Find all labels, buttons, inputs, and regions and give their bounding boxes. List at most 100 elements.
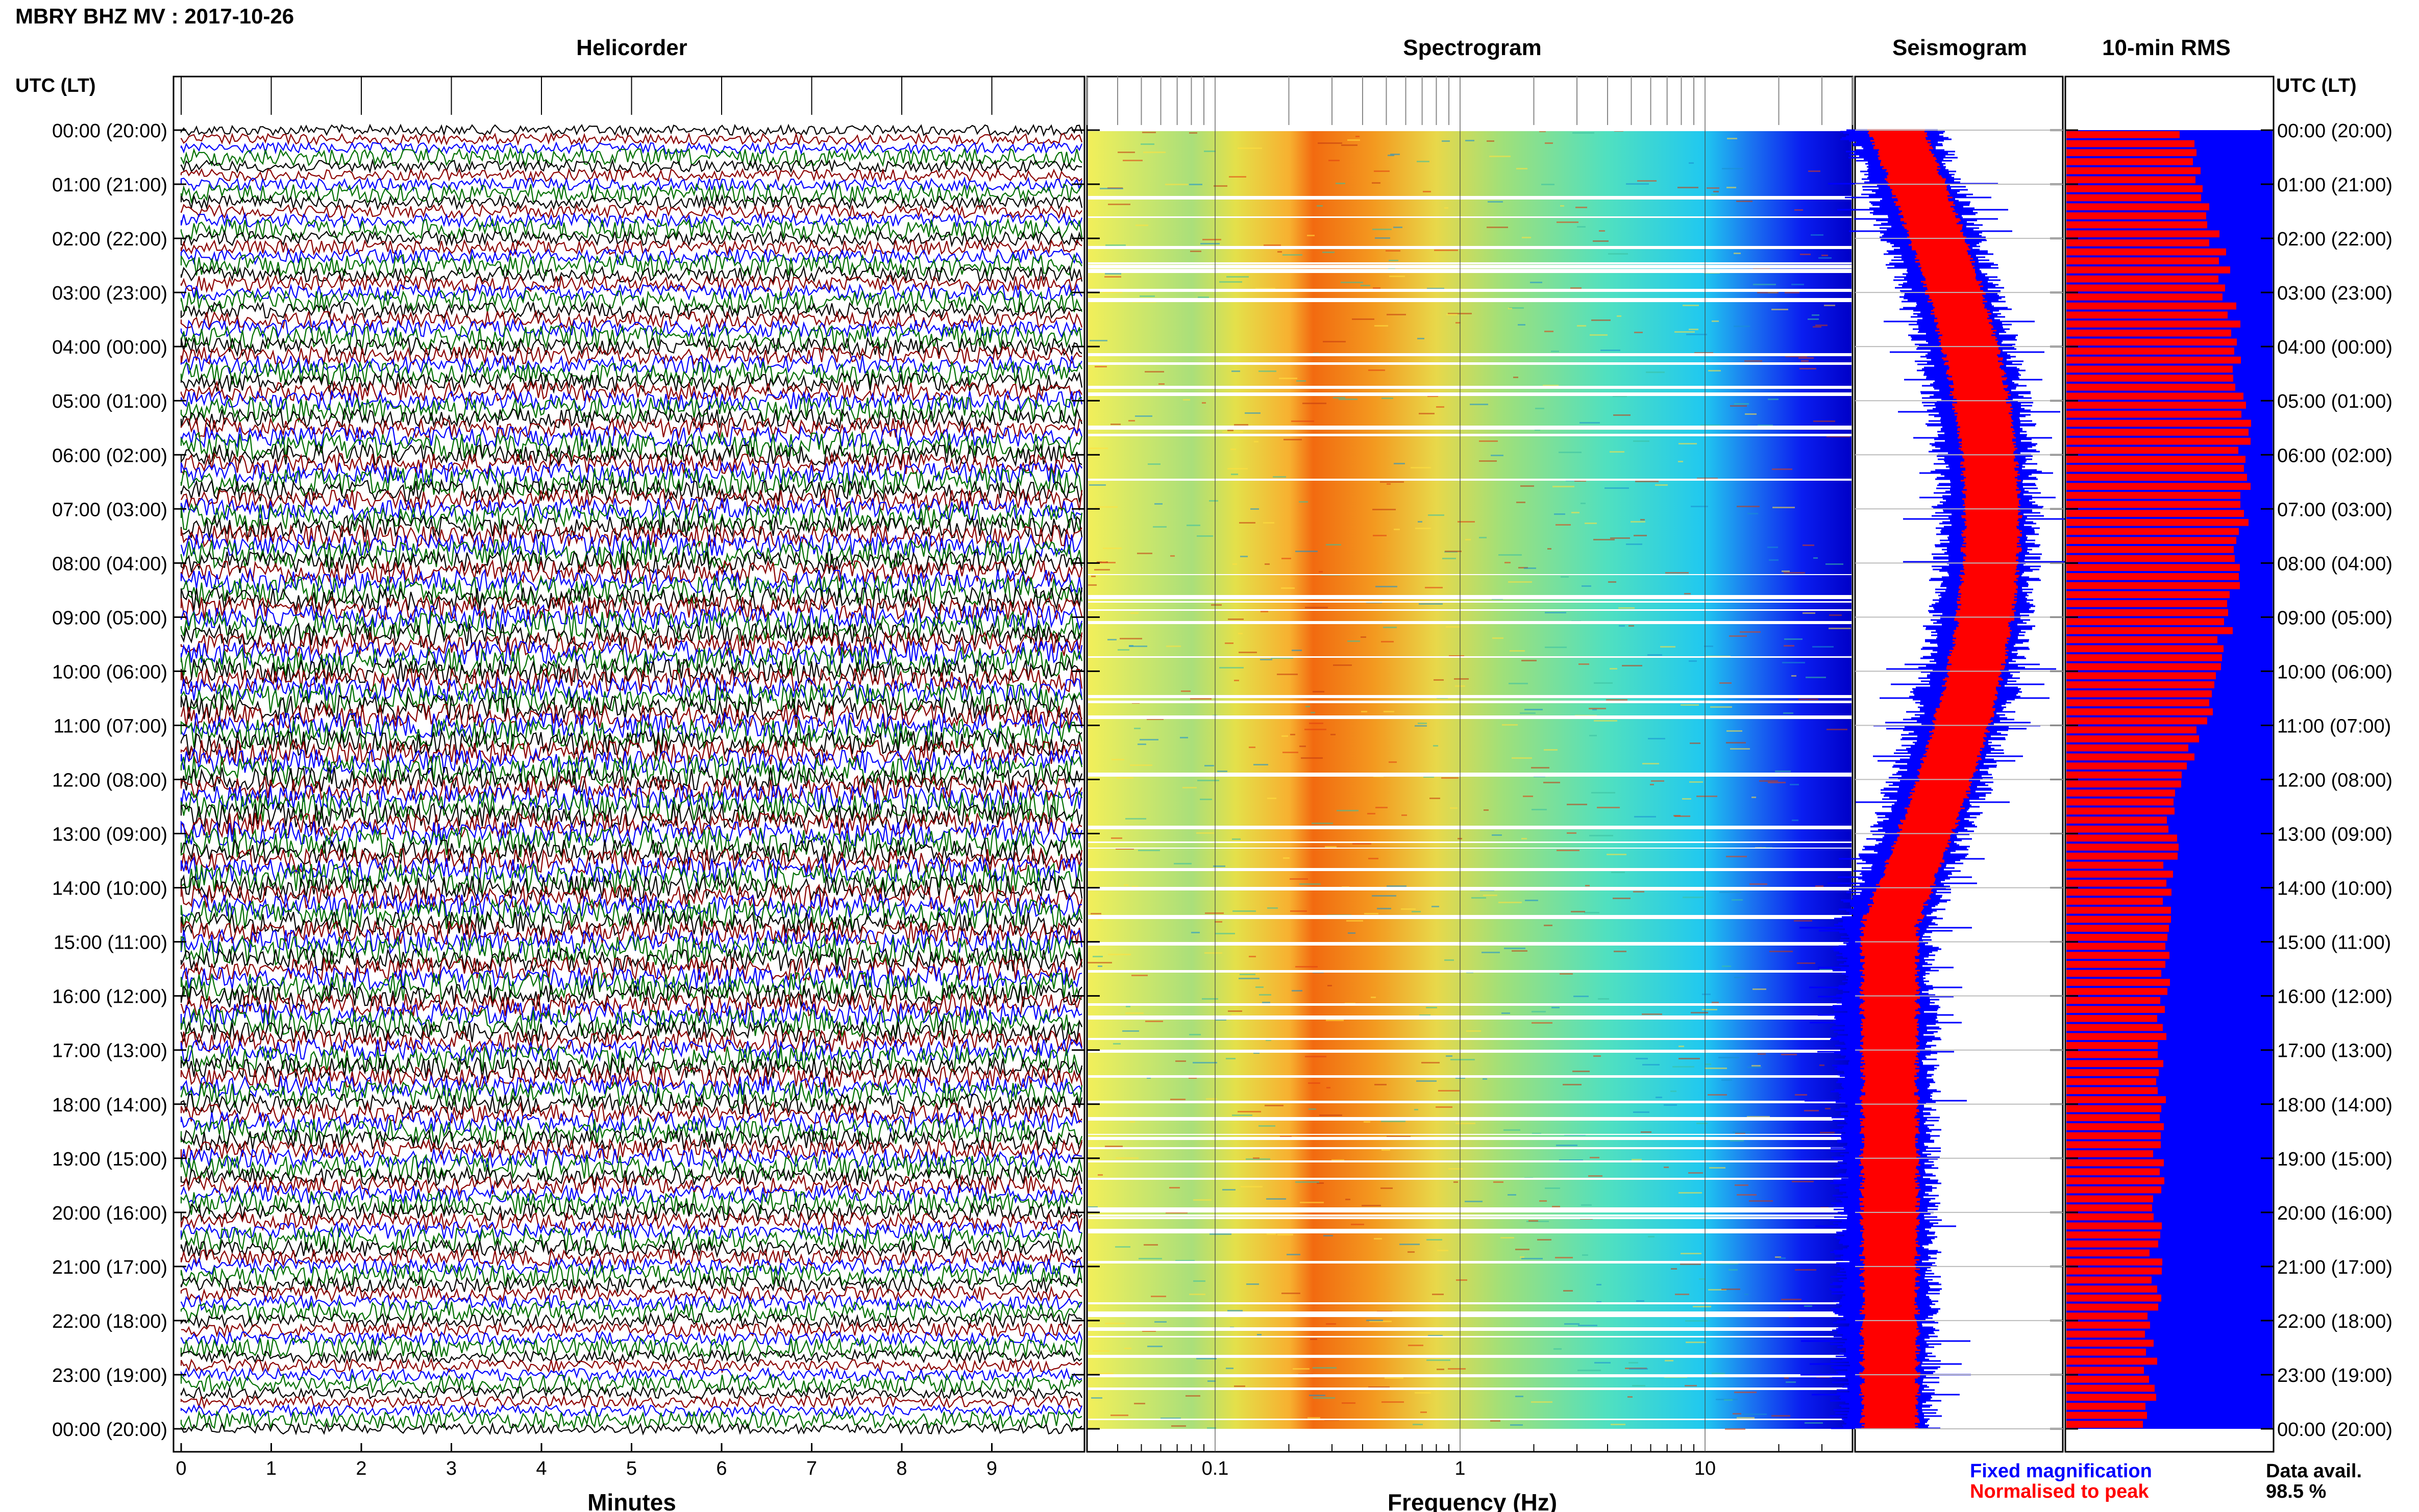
spectrogram-texture	[1281, 587, 1295, 589]
spectrogram-texture	[1596, 1301, 1601, 1303]
spectrogram-texture	[1589, 835, 1613, 836]
spectrogram-texture	[1283, 857, 1290, 859]
spectrogram-texture	[1196, 832, 1214, 834]
spectrogram-texture	[1373, 287, 1380, 289]
spectrogram-texture	[1779, 1257, 1786, 1259]
spectrogram-texture	[1322, 252, 1335, 253]
rms-bar	[2066, 871, 2173, 878]
spectrogram-gap	[1088, 1387, 1852, 1390]
rms-bar	[2066, 537, 2236, 544]
rms-bar	[2066, 1321, 2150, 1329]
spectrogram-texture	[1574, 480, 1586, 482]
spectrogram-texture	[1098, 1174, 1103, 1176]
spectrogram-texture	[1771, 309, 1788, 310]
rms-bar	[2066, 176, 2195, 184]
spectrogram-texture	[1608, 581, 1616, 583]
spectrogram-texture	[1559, 452, 1582, 453]
spectrogram-texture	[1384, 711, 1394, 712]
spectrogram-texture	[1302, 403, 1326, 404]
spectrogram-gap	[1088, 601, 1852, 603]
spectrogram-texture	[1664, 1104, 1677, 1106]
spectrogram-texture	[1726, 187, 1736, 188]
spectrogram-texture	[1426, 1239, 1442, 1241]
rms-bar	[2066, 744, 2188, 752]
spectrogram-texture	[1594, 1362, 1611, 1364]
spectrogram-texture	[1374, 170, 1390, 172]
spectrogram-texture	[1512, 757, 1532, 759]
spectrogram-texture	[1088, 584, 1097, 586]
spectrogram-texture	[1246, 1283, 1259, 1285]
spectrogram-texture	[1423, 191, 1431, 192]
spectrogram-texture	[1747, 1116, 1770, 1118]
spectrogram-texture	[1510, 650, 1525, 652]
helicorder-trace	[180, 502, 1083, 534]
rms-bar	[2066, 338, 2237, 346]
spectrogram-texture	[1611, 872, 1625, 873]
helicorder-trace	[180, 1165, 1083, 1187]
hour-tick-label-left: 19:00 (15:00)	[52, 1149, 167, 1170]
helicorder-trace	[180, 1183, 1083, 1205]
spectrogram-texture	[1702, 994, 1711, 995]
spectrogram-texture	[1145, 371, 1164, 373]
rms-bar	[2066, 203, 2209, 211]
spectrogram-image	[1088, 130, 1852, 1429]
spectrogram-texture	[1204, 765, 1214, 766]
spectrogram-texture	[1273, 476, 1286, 478]
spectrogram-texture	[1367, 813, 1375, 814]
spectrogram-gap	[1088, 1419, 1852, 1420]
rms-bar	[2066, 943, 2165, 950]
spectrogram-texture	[1450, 1059, 1475, 1060]
hour-tick-label-left: 11:00 (07:00)	[54, 715, 167, 737]
spectrogram-gap	[1088, 1015, 1852, 1020]
spectrogram-texture	[1312, 823, 1333, 824]
helicorder-trace	[180, 283, 1082, 302]
spectrogram-texture	[1352, 843, 1371, 845]
rms-panel	[2064, 76, 2275, 1453]
spectrogram-texture	[1175, 1260, 1195, 1261]
spectrogram-texture	[1679, 1058, 1700, 1059]
spectrogram-x-label: Frequency (Hz)	[1388, 1489, 1557, 1512]
spectrogram-texture	[1423, 776, 1434, 778]
spectrogram-texture	[1596, 1284, 1601, 1285]
spectrogram-gap	[1088, 216, 1852, 218]
spectrogram-texture	[1768, 399, 1779, 400]
spectrogram-texture	[1785, 356, 1807, 357]
helicorder-trace	[180, 1422, 1082, 1436]
spectrogram-texture	[1785, 292, 1799, 293]
spectrogram-texture	[1784, 1377, 1789, 1379]
spectrogram-texture	[1417, 161, 1429, 162]
rms-bar	[2066, 1222, 2162, 1230]
spectrogram-gap	[1088, 1038, 1852, 1040]
spectrogram-texture	[1144, 1244, 1158, 1246]
spectrogram-texture	[1713, 191, 1719, 192]
rms-bar	[2066, 735, 2199, 742]
spectrogram-texture	[1803, 544, 1814, 546]
spectrogram-texture	[1255, 288, 1275, 289]
spectrogram-texture	[1189, 1034, 1201, 1035]
spectrogram-texture	[1758, 1053, 1766, 1055]
spectrogram-texture	[1215, 921, 1222, 923]
spectrogram-texture	[1438, 1090, 1460, 1092]
spectrogram-texture	[1597, 807, 1620, 808]
helicorder-trace	[180, 416, 1082, 439]
spectrogram-texture	[1635, 481, 1659, 482]
spectrogram-texture	[1563, 1290, 1573, 1292]
spectrogram-texture	[1182, 787, 1197, 788]
helicorder-trace	[180, 1299, 1082, 1324]
spectrogram-texture	[1454, 678, 1469, 680]
spectrogram-texture	[1104, 276, 1121, 278]
spectrogram-texture	[1231, 1014, 1240, 1015]
spectrogram-texture	[1413, 1424, 1423, 1425]
spectrogram-texture	[1791, 284, 1804, 285]
spectrogram-texture	[1552, 1206, 1560, 1207]
spectrogram-gap	[1088, 1328, 1852, 1330]
spectrogram-texture	[1795, 1094, 1807, 1096]
spectrogram-texture	[1207, 1427, 1216, 1429]
spectrogram-texture	[1305, 706, 1310, 707]
spectrogram-texture	[1826, 729, 1847, 730]
spectrogram-texture	[1265, 563, 1270, 565]
rms-bar	[2066, 1340, 2154, 1347]
spectrogram-texture	[1448, 1168, 1463, 1170]
spectrogram-texture	[1812, 646, 1834, 648]
spectrogram-texture	[1190, 698, 1212, 700]
